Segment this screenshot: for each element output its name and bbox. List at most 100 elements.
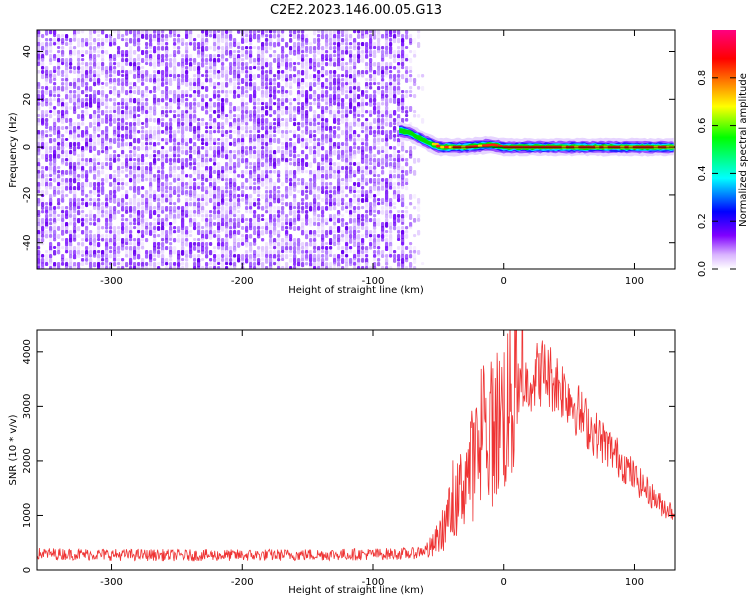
noise-cell [237, 130, 241, 135]
noise-cell [265, 30, 269, 34]
noise-cell [337, 162, 341, 167]
noise-cell [269, 202, 273, 208]
noise-cell [129, 110, 133, 115]
noise-cell [285, 118, 289, 123]
noise-cell [309, 74, 313, 80]
noise-cell [325, 30, 329, 35]
noise-cell [77, 178, 81, 182]
noise-cell [181, 70, 185, 76]
noise-cell [49, 214, 53, 218]
noise-cell [193, 110, 197, 114]
noise-cell [165, 222, 169, 227]
noise-cell [325, 230, 329, 236]
noise-cell [41, 110, 45, 115]
noise-cell [69, 266, 73, 269]
signal-track-core [440, 145, 445, 149]
noise-cell [169, 122, 173, 127]
noise-cell [153, 102, 157, 106]
noise-cell [45, 174, 49, 178]
noise-cell [361, 130, 365, 134]
noise-cell [113, 194, 117, 199]
noise-cell [253, 30, 257, 36]
noise-cell [177, 178, 181, 182]
noise-cell [57, 218, 61, 222]
noise-cell [221, 178, 225, 182]
noise-cell [53, 138, 57, 143]
noise-cell [321, 118, 325, 122]
noise-cell [233, 170, 237, 174]
noise-cell [377, 142, 381, 146]
noise-cell [105, 114, 109, 120]
noise-cell [233, 130, 237, 134]
noise-cell [101, 226, 105, 230]
noise-cell [121, 202, 125, 207]
noise-cell [49, 38, 53, 42]
noise-cell [365, 178, 369, 183]
noise-cell [373, 74, 377, 80]
noise-cell [93, 118, 97, 123]
noise-cell [137, 254, 141, 260]
noise-cell [141, 94, 145, 98]
noise-cell [57, 166, 61, 170]
noise-cell [281, 102, 285, 107]
noise-cell [129, 250, 133, 255]
noise-cell [109, 246, 113, 250]
noise-cell [301, 66, 305, 70]
noise-cell [373, 186, 377, 191]
noise-cell [201, 42, 205, 47]
noise-cell [281, 258, 285, 262]
noise-cell [285, 162, 289, 166]
noise-cell [341, 194, 345, 199]
noise-cell [213, 230, 217, 235]
noise-cell [117, 138, 121, 142]
noise-cell [333, 58, 337, 62]
noise-cell [161, 106, 165, 110]
noise-cell [173, 238, 177, 243]
noise-cell [61, 238, 65, 242]
noise-cell [273, 246, 277, 250]
noise-cell [305, 34, 309, 39]
noise-cell [345, 194, 349, 198]
noise-cell [397, 62, 401, 66]
noise-cell [257, 126, 261, 132]
noise-cell [341, 66, 345, 71]
noise-cell [369, 210, 373, 216]
noise-cell [101, 62, 105, 67]
noise-cell [185, 82, 189, 87]
noise-cell [293, 238, 297, 243]
noise-cell [393, 222, 397, 227]
noise-cell [109, 206, 113, 211]
noise-cell [389, 222, 393, 227]
noise-cell [345, 206, 349, 210]
noise-cell [205, 70, 209, 74]
noise-cell [341, 30, 345, 35]
noise-cell [69, 126, 73, 130]
noise-cell [253, 94, 257, 99]
noise-cell [233, 42, 237, 48]
noise-cell [345, 150, 349, 154]
noise-cell [365, 166, 369, 170]
noise-cell [297, 158, 301, 163]
noise-cell [145, 170, 149, 175]
noise-cell [125, 54, 129, 58]
noise-cell [221, 58, 225, 62]
noise-cell [253, 238, 257, 243]
noise-cell [189, 146, 193, 151]
noise-cell [49, 250, 53, 255]
noise-cell [385, 30, 389, 36]
noise-cell [273, 82, 277, 86]
noise-cell [333, 70, 337, 75]
noise-cell [257, 214, 261, 219]
noise-cell [37, 134, 41, 140]
noise-cell [105, 230, 109, 234]
noise-cell [137, 162, 141, 166]
noise-cell [273, 134, 277, 138]
noise-cell [125, 202, 129, 206]
noise-cell [389, 242, 393, 248]
noise-cell [125, 210, 129, 214]
noise-cell [205, 178, 209, 183]
noise-cell [153, 58, 157, 63]
noise-cell [181, 146, 185, 150]
noise-cell [377, 38, 381, 43]
noise-cell [273, 230, 277, 236]
